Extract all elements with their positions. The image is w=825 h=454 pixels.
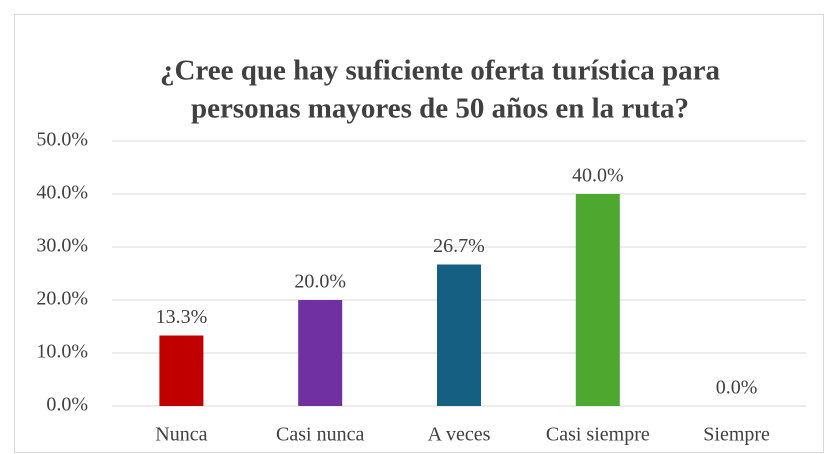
bar (159, 335, 204, 406)
value-label: 20.0% (294, 271, 346, 293)
x-tick-label: Casi siempre (546, 424, 650, 446)
value-label: 0.0% (716, 377, 758, 399)
value-label: 26.7% (433, 235, 485, 257)
y-tick-label: 30.0% (36, 235, 88, 257)
x-tick-label: Nunca (155, 424, 207, 446)
x-tick-label: Casi nunca (276, 424, 364, 446)
y-tick-label: 10.0% (36, 341, 88, 363)
bar (437, 264, 481, 406)
bar (575, 194, 620, 406)
x-tick-label: A veces (428, 424, 491, 446)
y-tick-label: 40.0% (36, 182, 88, 204)
y-tick-label: 0.0% (46, 394, 88, 416)
y-tick-label: 50.0% (36, 129, 88, 151)
bar (298, 300, 343, 406)
chart-title: ¿Cree que hay suficiente oferta turístic… (160, 55, 721, 87)
chart-frame (14, 14, 824, 453)
y-tick-label: 20.0% (36, 288, 88, 310)
value-label: 40.0% (572, 165, 624, 187)
chart-title: personas mayores de 50 años en la ruta? (191, 93, 689, 125)
value-label: 13.3% (156, 306, 208, 328)
x-tick-label: Siempre (703, 424, 770, 446)
